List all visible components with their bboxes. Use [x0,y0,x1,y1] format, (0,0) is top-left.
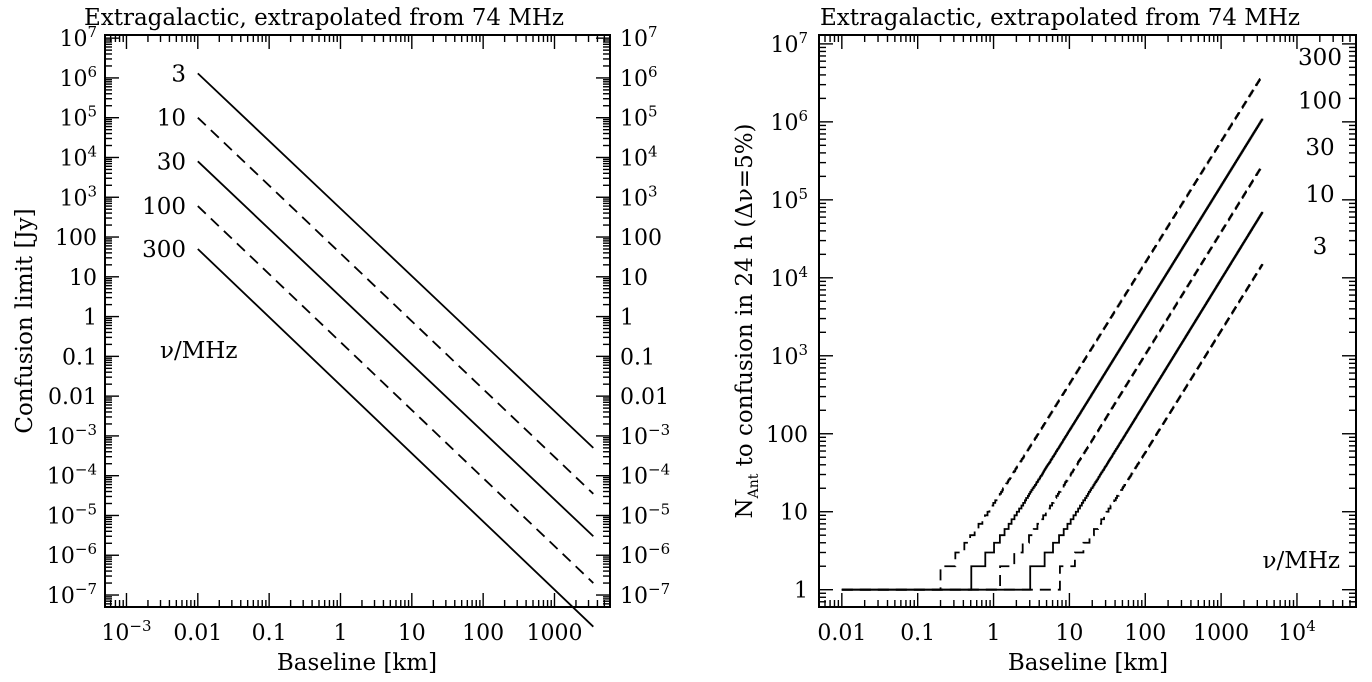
left-y-tick-label: 1 [83,306,97,331]
left-right-y-tick-label: 100 [620,226,662,251]
right-tick-marks [818,35,1357,608]
left-right-y-tick-label: 103 [620,182,658,211]
left-y-tick-label: 10−3 [47,421,97,450]
right-series-label: 3 [1313,234,1328,260]
left-tick-marks [104,35,611,608]
left-series-label: 300 [142,237,186,263]
left-chart-title: Extragalactic, extrapolated from 74 MHz [84,5,564,31]
left-x-tick-label: 10 [398,621,426,646]
right-y-tick-label: 100 [766,423,808,448]
left-series-label: 30 [157,149,186,175]
right-x-tick-labels: 0.01 0.1 1 10 100 1000 104 [817,617,1315,646]
right-plot-frame [818,34,1357,608]
right-y-axis-label-sub: Ant [746,473,762,499]
left-x-tick-label: 0.1 [252,621,287,646]
left-right-y-tick-label: 10−4 [620,461,670,490]
left-right-y-tick-label: 10−7 [620,580,670,609]
right-x-tick-label: 0.1 [900,621,935,646]
left-right-y-tick-label: 106 [620,63,658,92]
left-y-tick-label: 103 [59,182,97,211]
right-series-line-3 [841,263,1264,591]
left-x-tick-label: 0.01 [173,621,222,646]
left-y-tick-label: 106 [59,63,97,92]
right-y-tick-label: 106 [770,107,808,136]
left-y-tick-label: 0.1 [62,345,97,370]
left-series-line-10 [197,117,594,495]
left-y-tick-label: 10−7 [47,580,97,609]
right-x-tick-label: 100 [1124,621,1166,646]
antenna-count-chart: Extragalactic, extrapolated from 74 MHz … [732,5,1357,676]
left-series-label: 3 [171,61,186,87]
right-series-line-100 [841,118,1264,591]
left-series-lines [197,72,594,628]
left-right-y-tick-label: 104 [620,142,658,171]
left-y-tick-label: 10−4 [47,461,97,490]
left-right-y-tick-labels: 107 106 105 104 103 100 10 1 0.1 0.01 10−3 10−4 10−5… [620,23,670,609]
left-right-y-tick-label: 0.01 [620,385,669,410]
left-x-tick-label: 100 [462,621,504,646]
right-series-labels: 300 100 30 10 3 [1298,45,1342,260]
left-right-y-tick-label: 10−5 [620,500,670,529]
left-series-line-3 [197,72,594,449]
left-y-tick-label: 10 [69,266,97,291]
right-y-tick-label: 107 [770,29,808,58]
left-y-tick-label: 104 [59,142,97,171]
right-x-tick-label: 10 [1055,621,1083,646]
right-x-tick-label: 1 [987,621,1001,646]
left-series-line-100 [197,205,594,584]
left-right-y-tick-label: 10−3 [620,421,670,450]
left-y-tick-label: 0.01 [48,385,97,410]
left-right-y-tick-label: 107 [620,23,658,52]
right-x-axis-label: Baseline [km] [1008,650,1168,676]
right-x-tick-label: 1000 [1193,621,1249,646]
left-right-y-tick-label: 1 [620,306,634,331]
right-series-lines [841,74,1264,591]
right-y-tick-label: 104 [770,263,808,292]
left-x-tick-label: 10−3 [101,617,151,646]
right-y-axis-label-main: N [732,498,758,518]
right-series-label: 30 [1305,135,1334,161]
left-right-y-tick-label: 10−6 [620,540,670,569]
right-chart-title: Extragalactic, extrapolated from 74 MHz [820,5,1300,31]
left-nu-annotation: ν/MHz [160,338,237,364]
right-y-axis-label-rest: to confusion in 24 h (Δν=5%) [732,123,758,473]
left-x-tick-label: 1 [333,621,347,646]
left-x-axis-label: Baseline [km] [277,650,437,676]
right-series-line-300 [841,74,1264,591]
left-x-tick-label: 1000 [526,621,582,646]
right-series-label: 10 [1305,182,1334,208]
left-y-axis-label: Confusion limit [Jy] [12,208,38,433]
left-series-labels: 3 10 30 100 300 [142,61,186,263]
left-y-tick-labels: 107 106 105 104 103 100 10 1 0.1 0.01 10−3 10−4 10−5… [47,23,97,609]
right-x-tick-label: 104 [1278,617,1316,646]
left-x-tick-labels: 10−3 0.01 0.1 1 10 100 1000 [101,617,582,646]
right-y-tick-label: 10 [780,501,808,526]
left-y-tick-label: 100 [55,226,97,251]
left-series-label: 10 [157,106,186,132]
right-y-axis-label: NAnt to confusion in 24 h (Δν=5%) [732,123,762,518]
left-series-line-300 [197,248,594,628]
right-y-tick-label: 1 [794,579,808,604]
left-y-tick-label: 105 [59,103,97,132]
left-right-y-tick-label: 105 [620,103,658,132]
left-right-y-tick-label: 10 [620,266,648,291]
right-series-label: 300 [1298,45,1342,71]
left-right-y-tick-label: 0.1 [620,345,655,370]
right-x-tick-label: 0.01 [817,621,866,646]
right-y-tick-label: 103 [770,341,808,370]
left-series-label: 100 [142,194,186,220]
right-series-line-30 [841,164,1264,591]
right-series-line-10 [841,211,1264,591]
left-series-line-30 [197,160,594,537]
right-y-tick-label: 105 [770,185,808,214]
left-y-tick-label: 10−5 [47,500,97,529]
right-y-tick-labels: 107 106 105 104 103 100 10 1 [766,29,808,604]
left-y-tick-label: 10−6 [47,540,97,569]
right-nu-annotation: ν/MHz [1263,548,1340,574]
left-y-tick-label: 107 [59,23,97,52]
confusion-limit-chart: Extragalactic, extrapolated from 74 MHz … [12,5,670,676]
right-series-label: 100 [1298,89,1342,115]
